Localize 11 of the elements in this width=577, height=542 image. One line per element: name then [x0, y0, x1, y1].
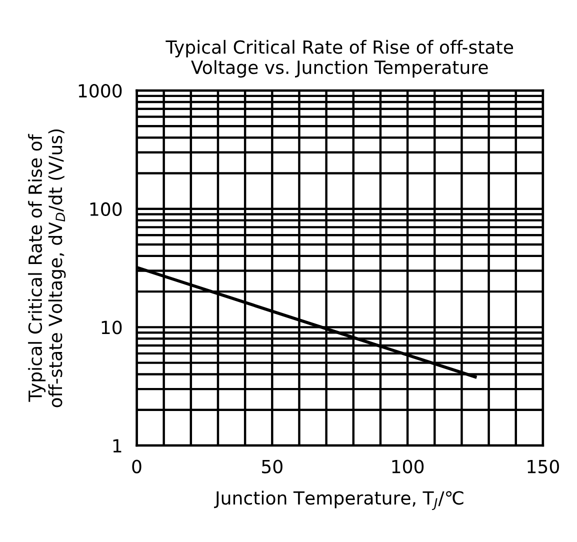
y-tick-label: 1	[113, 439, 122, 452]
y-axis-title: Typical Critical Rate of Rise of off-state Voltage, dV$_{D}$/dt (V/us)	[28, 129, 66, 408]
x-axis-title: Junction Temperature, T$_{J}$/℃	[214, 490, 464, 510]
x-tick-label: 100	[392, 460, 424, 474]
y-tick-label: 1000	[78, 84, 122, 98]
y-tick-label: 10	[102, 320, 122, 334]
x-tick-label: 0	[132, 460, 142, 474]
x-tick-label: 150	[528, 460, 559, 474]
x-tick-label: 50	[262, 460, 282, 474]
chart-title: Typical Critical Rate of Rise of off-state Voltage vs. Junction Temperature	[166, 40, 514, 78]
y-tick-label: 100	[90, 202, 122, 216]
